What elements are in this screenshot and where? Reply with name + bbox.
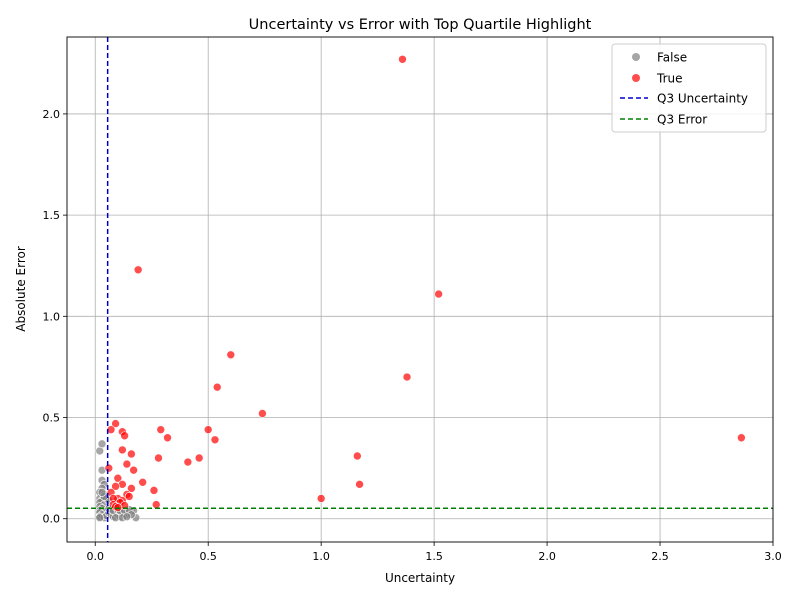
data-point-true [194,453,204,463]
plot-frame [66,36,774,543]
data-point-true [316,494,326,503]
data-point-true [151,500,161,509]
x-tick-label: 3.0 [764,550,782,563]
data-point-true [210,435,220,445]
data-point-true [129,465,138,475]
data-point-true [113,473,123,483]
data-points [95,54,746,523]
data-point-true [154,453,163,463]
x-axis-ticks: 0.0 0.5 1.0 1.5 2.0 2.5 3.0 [86,542,782,563]
x-axis-label: Uncertainty [385,571,455,585]
data-point-true [203,425,213,434]
x-tick-label: 2.0 [538,550,556,563]
data-point-true [355,480,364,489]
data-point-true [111,419,120,428]
legend: False True Q3 Uncertainty Q3 Error [611,43,767,133]
y-tick-label: 2.0 [43,108,61,121]
legend-label-false: False [657,51,687,65]
data-point-true [138,477,147,487]
x-tick-label: 1.5 [425,550,443,563]
legend-label-q3-uncertainty: Q3 Uncertainty [657,92,748,106]
data-point-true [118,445,127,455]
data-point-true [434,289,443,299]
y-tick-label: 1.0 [43,310,61,323]
x-tick-label: 2.5 [651,550,669,563]
data-point-true [127,449,136,459]
data-point-true [183,457,193,467]
y-tick-label: 0.5 [43,412,61,425]
data-point-true [149,486,159,495]
y-tick-label: 0.0 [43,513,61,526]
data-point-true [127,484,136,493]
x-tick-label: 0.0 [86,550,104,563]
y-tick-label: 1.5 [43,209,61,222]
data-point-false [97,439,107,449]
data-point-true [398,54,407,64]
data-point-true [111,482,120,491]
reference-lines [67,37,773,542]
data-point-true [353,451,362,461]
data-point-true [156,425,166,434]
data-point-true [212,382,222,392]
data-point-false [95,513,105,523]
data-point-true [226,350,236,360]
data-point-true [258,409,267,418]
x-tick-label: 0.5 [199,550,217,563]
y-axis-ticks: 0.0 0.5 1.0 1.5 2.0 [43,108,67,526]
data-point-true [133,265,143,275]
data-point-true [402,372,412,382]
data-point-true [737,433,746,443]
data-point-true [124,492,134,501]
y-axis-label: Absolute Error [14,246,28,332]
data-point-false [122,512,132,521]
legend-label-q3-error: Q3 Error [657,113,707,127]
chart-title: Uncertainty vs Error with Top Quartile H… [249,17,592,33]
data-point-true [120,431,129,441]
legend-box [611,43,767,133]
data-point-true [104,463,114,473]
x-tick-label: 1.0 [312,550,330,563]
legend-label-true: True [656,72,683,86]
data-point-false [95,446,105,456]
data-point-true [163,433,172,443]
legend-marker-false [632,53,640,61]
data-point-true [122,459,132,469]
legend-marker-true [632,74,640,82]
data-point-false [97,488,107,497]
